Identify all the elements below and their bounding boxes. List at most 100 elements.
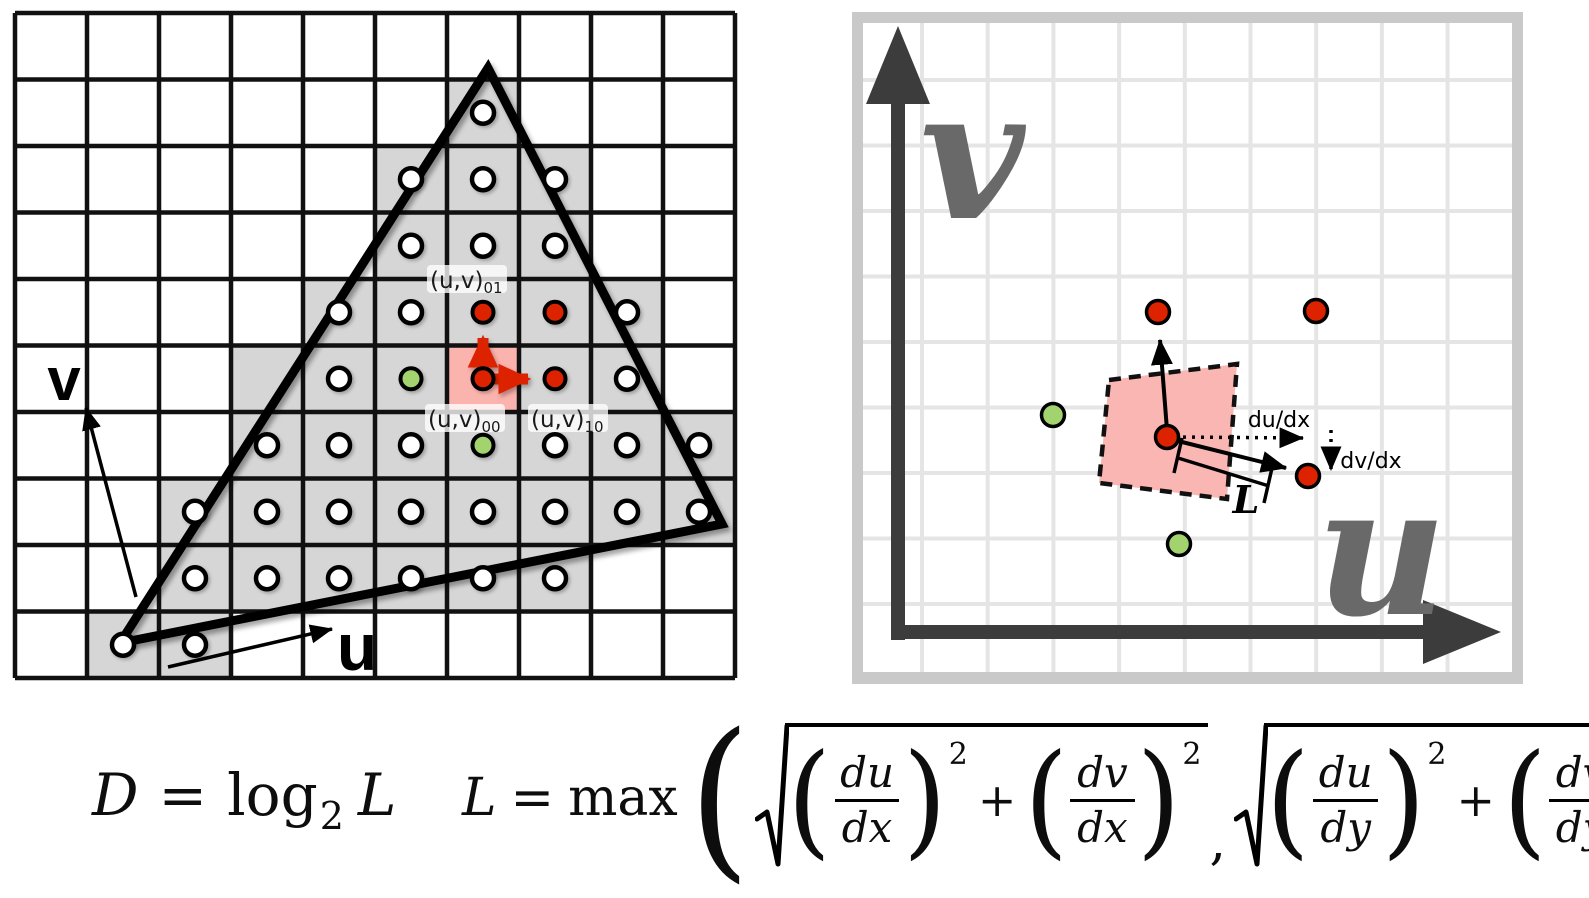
exponent-2: 2 — [1427, 737, 1447, 772]
sample-point-helper-green — [470, 432, 496, 458]
sample-point-uncovered — [325, 432, 353, 459]
sample-point-uncovered — [469, 565, 497, 592]
uv-sample-red — [1153, 423, 1181, 451]
sample-point-uncovered — [541, 432, 569, 459]
open-paren: ( — [1266, 728, 1310, 872]
denominator: dx — [1070, 798, 1135, 850]
equals-sign: = — [158, 761, 208, 829]
sample-point-uncovered — [253, 565, 281, 592]
sample-point-uncovered — [253, 498, 281, 525]
sample-point-uncovered — [613, 432, 641, 459]
sample-point-quad-red — [542, 366, 568, 392]
max-operator: max — [568, 768, 678, 828]
numerator: dv — [1555, 748, 1589, 798]
du-dx-dotted-arrow — [1173, 427, 1305, 449]
sample-point-quad-red — [470, 299, 496, 325]
length-measure-tick — [1262, 467, 1274, 504]
sample-point-uncovered — [613, 299, 641, 326]
sample-point-quad-red — [542, 299, 568, 325]
uv-label-background — [528, 404, 608, 432]
v-axis-arrowhead — [866, 26, 930, 104]
uv-space-panel: v u du/dx dv/dx L — [830, 0, 1589, 690]
sample-point-uncovered — [325, 365, 353, 392]
sample-point-uncovered — [181, 631, 209, 658]
log-operator: log — [227, 761, 318, 829]
sample-point-uncovered — [397, 299, 425, 326]
uv-sample-red — [1294, 462, 1322, 490]
radicand-y: ( du dy ) 2 + ( dv dy ) 2 — [1264, 723, 1589, 873]
sample-point-helper-green — [398, 366, 424, 392]
sample-point-uncovered — [397, 565, 425, 592]
sample-point-uncovered — [181, 498, 209, 525]
denominator: dx — [834, 798, 900, 850]
numerator: du — [840, 748, 895, 798]
v-axis-label: v — [920, 50, 1027, 261]
uv-sample-red — [1144, 298, 1172, 326]
equals-sign: = — [510, 768, 555, 828]
screen-space-svg: (u,v)01 (u,v)00 (u,v)10 v u — [0, 0, 760, 690]
uv-step-x-arrow — [1173, 438, 1288, 473]
length-measure-line — [1177, 456, 1270, 488]
open-paren: ( — [1024, 728, 1069, 872]
sqrt-radical-sign — [755, 723, 790, 867]
length-measure-tick — [1172, 437, 1184, 474]
uv-step-y-arrow — [1150, 338, 1173, 431]
sample-point-uncovered — [397, 166, 425, 193]
fraction-du-dy: du dy — [1312, 750, 1380, 850]
uv-space-svg: v udu/dx dv/dx L — [852, 12, 1523, 684]
uv-label-background — [425, 404, 505, 432]
fraction-dv-dx: dv dx — [1070, 750, 1135, 850]
numerator: du — [1318, 748, 1373, 798]
sample-point-uncovered — [541, 498, 569, 525]
sample-point-uncovered — [181, 565, 209, 592]
numerator: dv — [1077, 748, 1128, 798]
sqrt-term-y: ( du dy ) 2 + ( dv dy ) 2 — [1234, 723, 1589, 873]
sample-point-uncovered — [685, 498, 713, 525]
uv-sample-red — [1302, 297, 1330, 325]
uv-sample-green — [1165, 530, 1193, 558]
uv-label-background — [427, 265, 507, 293]
sample-point-uncovered — [253, 432, 281, 459]
sample-point-uncovered — [613, 498, 641, 525]
sample-point-uncovered — [469, 232, 497, 259]
fraction-du-dx: du dx — [833, 750, 901, 850]
big-open-paren: ( — [688, 696, 751, 898]
uv-coordinate-label: (u,v)10 — [531, 407, 604, 436]
sample-point-uncovered — [325, 565, 353, 592]
formula-mip-level: D = log 2 L — [92, 761, 396, 835]
uv-coordinate-label: (u,v)00 — [428, 407, 501, 436]
v-axis-arrow — [82, 406, 138, 598]
sample-point-uncovered — [541, 166, 569, 193]
plus-sign: + — [1456, 773, 1496, 827]
comma-separator: , — [1209, 812, 1227, 872]
length-L-label: L — [1232, 477, 1260, 522]
plus-sign: + — [977, 773, 1017, 827]
derivative-label: du/dx — [1248, 408, 1310, 433]
uv-coordinate-label: (u,v)01 — [430, 268, 503, 297]
plot-area — [863, 23, 1512, 672]
sample-point-uncovered — [685, 432, 713, 459]
sample-point-uncovered — [397, 432, 425, 459]
sqrt-radical-sign — [1234, 723, 1269, 867]
u-axis-label: u — [337, 610, 377, 684]
sample-point-uncovered — [325, 299, 353, 326]
derivative-label: dv/dx — [1340, 449, 1401, 474]
open-paren: ( — [1503, 728, 1547, 872]
sample-point-uncovered — [397, 232, 425, 259]
formula-footprint-length: L = max ( ( du dx ) 2 + ( dv dx — [462, 700, 1589, 896]
fraction-dv-dy: dv dy — [1548, 748, 1589, 850]
radicand-x: ( du dx ) 2 + ( dv dx ) 2 — [785, 723, 1208, 873]
u-axis-arrow — [167, 624, 334, 669]
screen-space-rasterization-panel: (u,v)01 (u,v)00 (u,v)10 v u — [0, 0, 760, 690]
open-paren: ( — [787, 728, 832, 872]
sample-point-uncovered — [541, 232, 569, 259]
sample-point-uncovered — [469, 99, 497, 126]
formula-l-lhs: L — [462, 768, 497, 828]
log-base-subscript: 2 — [319, 794, 344, 838]
sample-point-uncovered — [469, 166, 497, 193]
u-axis-label: u — [1316, 446, 1447, 657]
close-paren: ) — [1381, 728, 1426, 872]
exponent-2: 2 — [948, 737, 968, 772]
sample-points-group — [109, 99, 713, 658]
sample-point-uncovered — [325, 498, 353, 525]
